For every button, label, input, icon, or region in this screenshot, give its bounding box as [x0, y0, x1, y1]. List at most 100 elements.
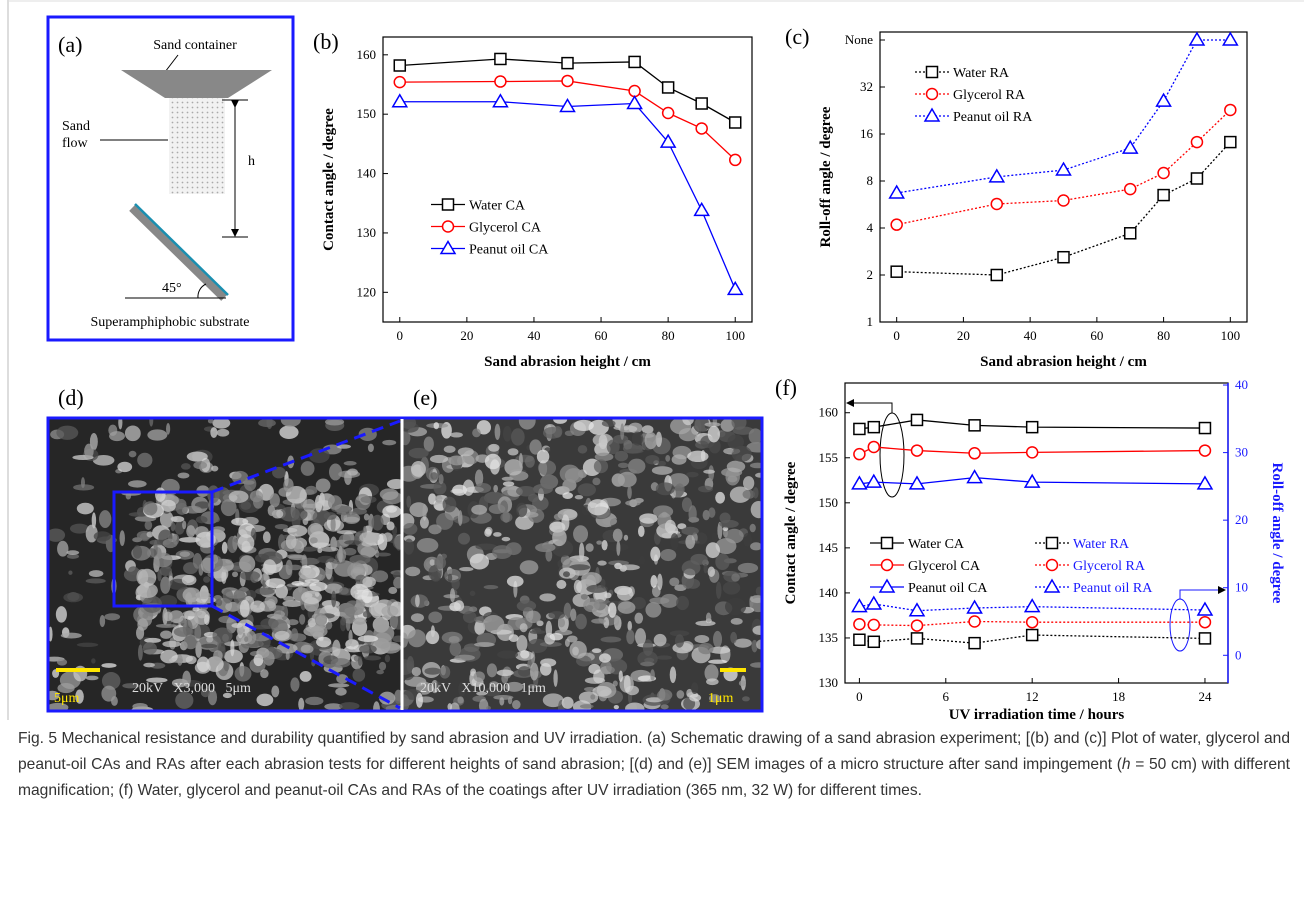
sem-texture: [274, 610, 285, 617]
marker: [1199, 617, 1210, 628]
sem-texture: [63, 593, 83, 603]
y2-tick-label: 20: [1235, 512, 1248, 527]
marker: [730, 154, 741, 165]
sem-texture: [634, 613, 643, 624]
annotation-arrow: [1180, 590, 1222, 599]
sem-texture: [625, 500, 640, 506]
sem-texture: [371, 515, 383, 531]
sem-texture: [470, 591, 476, 596]
sem-texture: [137, 618, 148, 630]
sem-texture: [99, 510, 111, 528]
sem-texture: [448, 456, 465, 466]
sem-texture: [56, 426, 78, 440]
sem-texture: [489, 504, 506, 514]
sem-texture: [286, 554, 305, 558]
legend-label: Glycerol RA: [1073, 559, 1146, 574]
sem-texture: [554, 513, 563, 520]
sem-texture: [676, 596, 689, 610]
panel-label: (d): [58, 385, 84, 410]
sem-texture: [371, 603, 383, 618]
sem-texture: [301, 461, 315, 476]
sem-texture: [250, 601, 265, 613]
schematic-label: flow: [62, 136, 89, 151]
sem-texture: [731, 618, 743, 625]
sem-texture: [599, 434, 608, 449]
sem-texture: [525, 456, 535, 468]
sem-texture: [66, 550, 79, 555]
panel-label: (f): [775, 375, 797, 400]
sem-texture: [339, 587, 348, 594]
y-tick-label: 150: [357, 106, 377, 121]
sem-texture: [685, 535, 695, 549]
marker: [629, 56, 640, 67]
sem-texture: [652, 466, 673, 475]
sem-texture: [588, 499, 609, 515]
sem-texture: [487, 663, 497, 677]
sem-texture: [180, 551, 190, 557]
sem-texture: [459, 567, 473, 571]
sem-texture: [183, 610, 202, 616]
sem-texture: [409, 448, 429, 459]
marker: [695, 203, 709, 215]
y-tick-label: 8: [867, 173, 874, 188]
sem-texture: [628, 459, 645, 474]
sem-texture: [575, 495, 583, 499]
sand-container: [121, 70, 272, 98]
sem-texture: [177, 654, 183, 665]
sem-texture: [670, 667, 676, 684]
panel-label: (a): [58, 32, 82, 57]
sem-texture: [263, 531, 271, 543]
legend-marker: [1045, 580, 1059, 592]
sem-texture: [289, 633, 306, 642]
sem-texture: [750, 524, 756, 533]
legend-marker: [443, 221, 454, 232]
marker: [562, 58, 573, 69]
sem-texture: [493, 532, 502, 537]
sem-texture: [155, 487, 166, 501]
sem-texture: [227, 536, 237, 553]
sem-texture: [626, 630, 634, 645]
sem-texture: [645, 432, 658, 449]
sem-texture: [716, 582, 722, 599]
sem-texture: [138, 644, 143, 660]
sem-texture: [723, 448, 734, 453]
sem-texture: [339, 702, 359, 710]
sem-texture: [656, 482, 675, 495]
sem-texture: [592, 686, 611, 697]
sem-texture: [84, 444, 94, 459]
marker: [1199, 445, 1210, 456]
sem-texture: [348, 630, 352, 645]
sem-texture: [324, 512, 337, 520]
marker: [561, 99, 575, 111]
sem-texture: [519, 412, 536, 430]
sem-texture: [484, 585, 499, 589]
sem-texture: [57, 541, 68, 557]
sem-texture: [661, 704, 669, 709]
x-tick-label: 40: [1024, 328, 1037, 343]
sem-texture: [520, 623, 528, 632]
legend-label: Glycerol RA: [953, 88, 1026, 103]
marker: [394, 77, 405, 88]
sem-texture: [516, 486, 536, 497]
sem-texture: [382, 440, 396, 445]
sem-texture: [411, 461, 426, 477]
sem-texture: [380, 488, 399, 500]
sem-texture: [137, 453, 152, 468]
sem-texture: [562, 492, 573, 499]
sem-texture: [518, 666, 531, 677]
marker: [968, 601, 982, 613]
sem-texture: [434, 422, 439, 429]
sem-texture: [447, 703, 452, 710]
sem-texture: [363, 611, 369, 617]
sem-texture: [271, 685, 279, 697]
marker: [696, 98, 707, 109]
sem-texture: [727, 461, 745, 473]
sem-texture: [193, 461, 207, 469]
sem-texture: [624, 675, 631, 693]
sem-texture: [353, 617, 366, 624]
y-tick-label: 4: [867, 220, 874, 235]
sem-texture: [586, 543, 594, 552]
y-axis-label: Contact angle / degree: [321, 108, 337, 251]
sem-texture: [639, 513, 657, 523]
sem-texture: [703, 470, 715, 474]
